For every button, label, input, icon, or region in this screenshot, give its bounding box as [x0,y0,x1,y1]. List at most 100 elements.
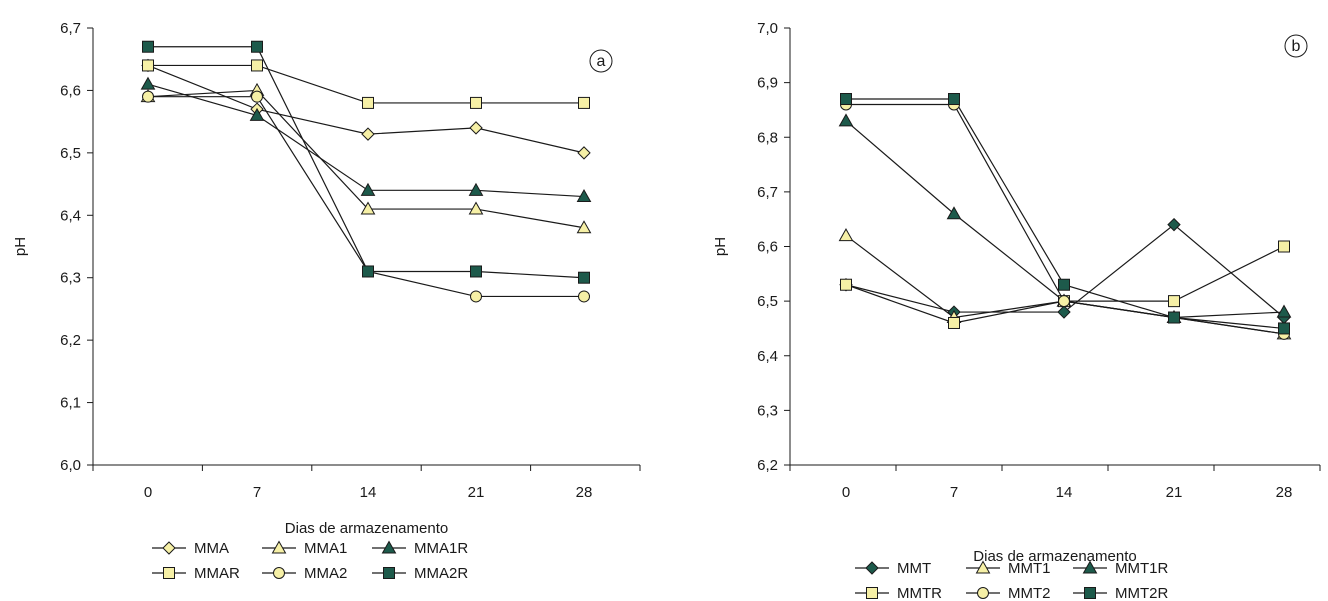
data-point-mma1 [360,201,376,215]
legend-marker [162,541,176,555]
legend-marker [977,587,989,599]
data-point-mma2 [142,90,154,103]
x-tick-label: 21 [468,484,485,501]
legend-label: MMT1 [1008,560,1051,577]
data-point-mmt1r [1276,304,1292,318]
chart-panel-a: 6,0 6,1 6,2 6,3 6,4 6,5 6,6 6,7 0 7 14 21 28 Dias de … [12,20,641,582]
series-line-mma [147,64,585,154]
y-tick-label: 6,3 [60,270,81,287]
legend-marker [163,567,175,579]
y-tick-label: 6,2 [757,457,778,474]
legend-label: MMT2R [1115,585,1168,601]
series-line-mmt2r [846,98,1285,330]
chart-panel-b: 6,2 6,3 6,4 6,5 6,6 6,7 6,8 6,9 7,0 0 7 14 21 28 Dias … [712,20,1321,601]
x-axis-title: Dias de armazenamento [973,548,1136,565]
legend-label: MMT1R [1115,560,1168,577]
data-point-mmt [1057,305,1071,319]
data-point-mma2r [251,40,263,53]
data-point-mmt1 [838,228,854,242]
legend-label: MMAR [194,565,240,582]
data-point-mma2 [251,90,263,103]
data-point-mmt2r [1058,278,1070,291]
legend-label: MMA1 [304,540,347,557]
y-tick-label: 6,7 [757,184,778,201]
data-point-mmtr [840,278,852,291]
data-point-mma [469,121,483,135]
y-tick-label: 6,8 [757,129,778,146]
y-tick-label: 6,6 [60,82,81,99]
y-axis-title: pH [712,237,729,256]
data-point-mma1r [140,76,156,90]
data-point-mmt2r [1168,311,1180,324]
legend-label: MMTR [897,585,942,601]
y-tick-label: 6,3 [757,402,778,419]
legend-label: MMA2 [304,565,347,582]
data-point-mmar [362,96,374,109]
x-tick-label: 28 [1276,484,1293,501]
data-point-mmt2r [1278,322,1290,335]
data-point-mma2r [362,265,374,278]
data-point-mmt2 [1058,295,1070,308]
x-tick-label: 28 [576,484,593,501]
panel-tag-label: a [597,53,606,70]
y-tick-label: 6,4 [757,348,778,365]
y-tick-label: 6,4 [60,207,81,224]
legend-label: MMT2 [1008,585,1051,601]
panel-tag-label: b [1292,38,1301,55]
data-point-mma [577,146,591,160]
legend-label: MMA2R [414,565,468,582]
legend-marker [271,540,287,554]
y-tick-label: 6,2 [60,332,81,349]
data-point-mmtr [1168,295,1180,308]
data-point-mma [361,127,375,141]
legend-marker [975,560,991,574]
data-point-mma2r [578,271,590,284]
y-tick-label: 6,5 [757,293,778,310]
legend: MMT MMT1 MMT1R MMTR MMT2 MMT2R [855,560,1168,601]
legend-label: MMA [194,540,229,557]
legend-marker [383,567,395,579]
data-point-mma1r [576,189,592,203]
legend-label: MMA1R [414,540,468,557]
data-point-mma1r [468,182,484,196]
x-tick-label: 0 [144,484,152,501]
data-point-mmt2r [840,93,852,106]
x-tick-label: 21 [1166,484,1183,501]
legend-marker [381,540,397,554]
y-tick-label: 6,7 [60,20,81,37]
data-point-mmt2r [948,93,960,106]
data-point-mmar [251,59,263,72]
data-point-mmtr [948,316,960,329]
legend-marker [1084,587,1096,599]
y-tick-label: 6,1 [60,395,81,412]
x-tick-label: 7 [950,484,958,501]
x-tick-label: 14 [1056,484,1073,501]
data-point-mmt [1167,217,1181,232]
y-tick-label: 6,5 [60,145,81,162]
data-point-mma1r [249,107,265,121]
data-point-mma1 [576,220,592,234]
legend-marker [865,561,879,575]
panel-tag-circle [1284,34,1308,58]
data-point-mmtr [1278,240,1290,253]
x-tick-label: 7 [253,484,261,501]
data-point-mmar [470,96,482,109]
data-point-mma2 [578,290,590,303]
y-axis-title: pH [12,237,29,256]
y-tick-label: 6,0 [60,457,81,474]
y-tick-label: 7,0 [757,20,778,37]
legend-marker [1082,560,1098,574]
data-point-mmt1r [838,113,854,127]
legend-label: MMT [897,560,931,577]
x-axis-title: Dias de armazenamento [285,520,448,537]
legend-marker [273,567,285,579]
data-point-mma2 [470,290,482,303]
data-point-mmar [578,96,590,109]
x-tick-label: 0 [842,484,850,501]
y-tick-label: 6,6 [757,239,778,256]
x-tick-label: 14 [360,484,377,501]
series-line-mma2r [148,46,585,279]
data-point-mma1 [468,201,484,215]
panel-tag-circle [589,49,613,73]
y-tick-label: 6,9 [757,75,778,92]
